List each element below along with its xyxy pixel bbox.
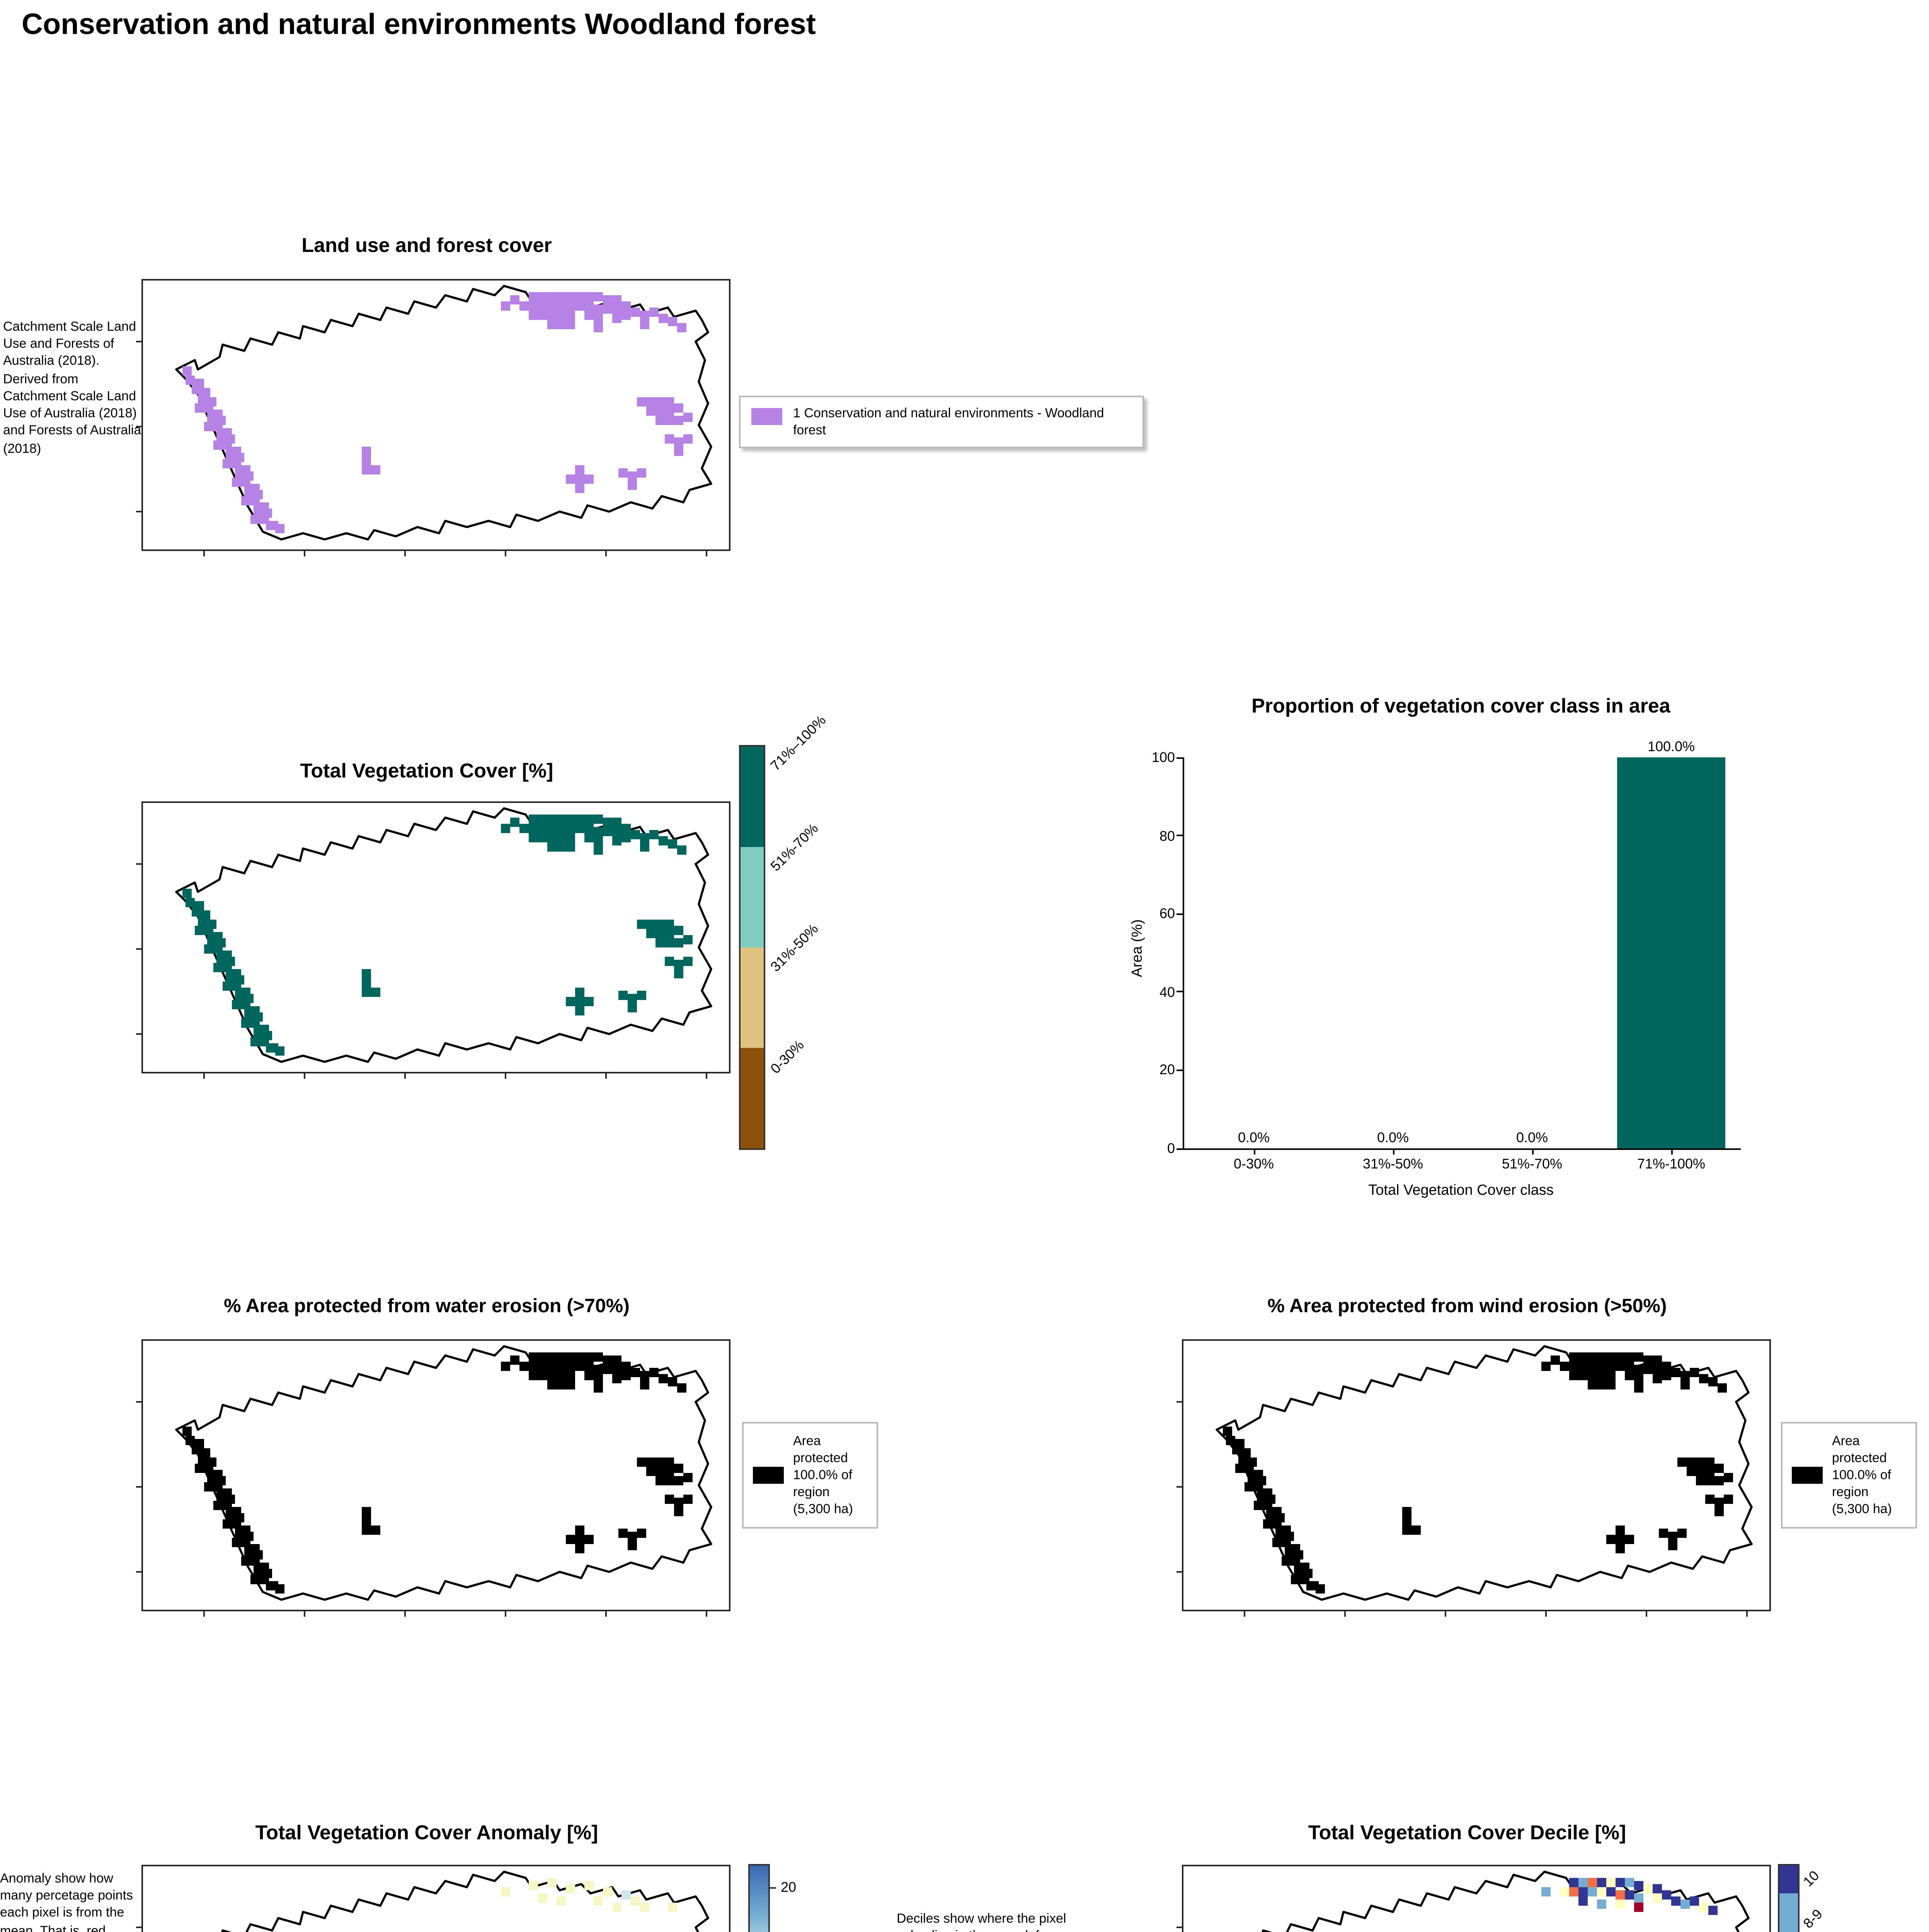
colorbar-segment [741, 847, 764, 947]
bar-chart-plot: 0 20 40 60 80 100 0.0% 0-30% 0.0% 31%-50% 0.0% 51%-… [1152, 739, 1741, 1172]
land-use-legend-label: 1 Conservation and natural environments … [793, 405, 1104, 438]
land-use-map [130, 278, 736, 563]
bar-value-label: 0.0% [1377, 1130, 1409, 1145]
wind-erosion-map [1170, 1338, 1776, 1623]
y-tick-mark [1176, 757, 1184, 758]
bar-slot: 0.0% 51%-70% [1462, 757, 1602, 1172]
decile-class-label: 8-9 [1800, 1906, 1825, 1932]
x-tick-mark [1532, 1148, 1534, 1155]
bar-slot: 0.0% 31%-50% [1323, 757, 1462, 1172]
veg-class-label: 0-30% [767, 1037, 807, 1077]
map-pixels [182, 1352, 693, 1594]
wind-erosion-legend: Area protected 100.0% of region (5,300 h… [1781, 1422, 1917, 1529]
map-pixels [1541, 1878, 1718, 1915]
y-tick-mark [1176, 991, 1184, 993]
map-pixels [1223, 1352, 1733, 1594]
colorbar-segment [741, 747, 764, 847]
bar-slot: 0.0% 0-30% [1184, 757, 1323, 1172]
veg-cover-colorbar [739, 745, 765, 1150]
land-use-legend-swatch [751, 408, 782, 425]
water-erosion-legend-swatch [753, 1467, 784, 1484]
y-tick-mark [1176, 1148, 1184, 1149]
wind-erosion-title: % Area protected from wind erosion (>50%… [1267, 1295, 1667, 1317]
veg-class-label: 71%–100% [767, 712, 829, 774]
veg-cover-map [130, 801, 736, 1085]
bar-value-label: 100.0% [1647, 739, 1695, 754]
wind-erosion-legend-swatch [1792, 1467, 1823, 1484]
colorbar-tick [770, 1887, 776, 1889]
y-tick-mark [1176, 913, 1184, 915]
map-pixels [182, 292, 693, 533]
x-tick-mark [1393, 1148, 1394, 1155]
decile-map [1170, 1864, 1776, 1932]
anomaly-tick-label: 20 [781, 1879, 797, 1895]
x-tick-label: 51%-70% [1502, 1156, 1563, 1172]
bar-value-label: 0.0% [1516, 1130, 1548, 1145]
colorbar-segment [741, 1048, 764, 1148]
x-tick-mark [1254, 1148, 1255, 1155]
y-tick-label: 20 [1159, 1062, 1175, 1078]
veg-cover-title: Total Vegetation Cover [%] [300, 759, 553, 782]
y-tick-label: 0 [1167, 1141, 1175, 1156]
water-erosion-legend: Area protected 100.0% of region (5,300 h… [742, 1422, 878, 1529]
colorbar-segment [1779, 1893, 1798, 1932]
anomaly-title: Total Vegetation Cover Anomaly [%] [255, 1821, 598, 1844]
decile-caption: Deciles show where the pixel value lies … [897, 1910, 1066, 1932]
bar-chart-title: Proportion of vegetation cover class in … [1251, 694, 1670, 717]
water-erosion-legend-label: Area protected 100.0% of region (5,300 h… [793, 1433, 853, 1517]
y-tick-label: 40 [1159, 984, 1175, 1000]
page-title: Conservation and natural environments Wo… [22, 9, 816, 42]
anomaly-caption: Anomaly show how many percetage points e… [0, 1870, 133, 1932]
y-tick-mark [1176, 1069, 1184, 1071]
colorbar-segment [1779, 1866, 1798, 1893]
veg-class-label: 31%-50% [767, 921, 821, 975]
x-tick-label: 31%-50% [1362, 1156, 1423, 1172]
water-erosion-title: % Area protected from water erosion (>70… [224, 1295, 630, 1317]
decile-title: Total Vegetation Cover Decile [%] [1308, 1821, 1626, 1844]
bar-chart-ylabel: Area (%) [1129, 919, 1146, 977]
map-pixels [501, 1878, 677, 1912]
water-erosion-map [130, 1338, 736, 1623]
land-use-caption: Catchment Scale Land Use and Forests of … [3, 318, 141, 456]
land-use-title: Land use and forest cover [301, 233, 552, 257]
veg-class-label: 51%-70% [767, 820, 821, 874]
decile-colorbar [1778, 1864, 1800, 1932]
x-tick-label: 0-30% [1233, 1156, 1274, 1172]
map-pixels [182, 815, 693, 1056]
land-use-legend: 1 Conservation and natural environments … [739, 396, 1144, 449]
y-tick-label: 60 [1159, 906, 1175, 922]
wind-erosion-legend-label: Area protected 100.0% of region (5,300 h… [1832, 1433, 1892, 1517]
colorbar-segment [741, 947, 764, 1048]
anomaly-map [130, 1864, 736, 1932]
x-tick-label: 71%-100% [1637, 1156, 1706, 1172]
y-tick-mark [1176, 835, 1184, 837]
y-tick-label: 80 [1159, 828, 1175, 844]
bar-chart-xlabel: Total Vegetation Cover class [1368, 1182, 1554, 1199]
bar [1617, 757, 1726, 1148]
bar-value-label: 0.0% [1238, 1130, 1270, 1145]
x-tick-mark [1671, 1148, 1673, 1155]
anomaly-colorbar [748, 1864, 770, 1932]
bar-slot: 100.0% 71%-100% [1602, 739, 1741, 1172]
decile-class-label: 10 [1800, 1867, 1822, 1890]
y-tick-label: 100 [1151, 750, 1175, 765]
